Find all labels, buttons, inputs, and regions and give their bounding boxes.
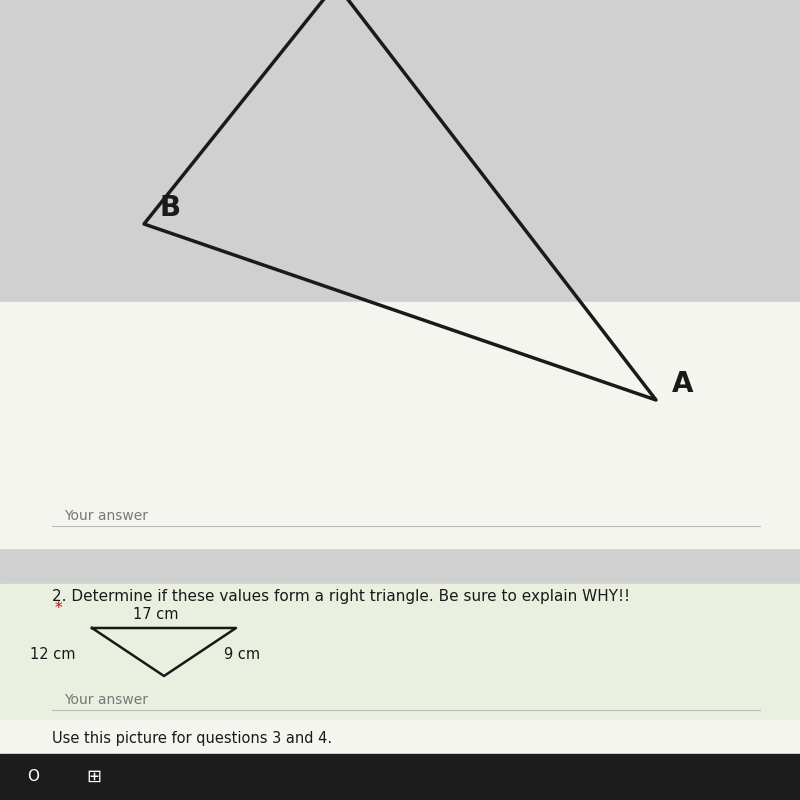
Bar: [0, 0, 800, 508]
Text: 2. Determine if these values form a right triangle. Be sure to explain WHY!!: 2. Determine if these values form a righ…: [52, 589, 630, 603]
Text: A: A: [672, 370, 694, 398]
Text: Your answer: Your answer: [64, 509, 148, 523]
Bar: [0, 726, 800, 754]
Text: 17 cm: 17 cm: [134, 607, 178, 622]
Bar: [0, 726, 800, 754]
Bar: [0, 302, 800, 548]
Bar: [0, 754, 800, 800]
Bar: [0, 548, 800, 584]
Bar: [0, 584, 800, 726]
Text: Use this picture for questions 3 and 4.: Use this picture for questions 3 and 4.: [52, 731, 332, 746]
Text: ⊞: ⊞: [87, 768, 102, 786]
Text: O: O: [27, 770, 40, 784]
Text: *: *: [54, 601, 62, 615]
Text: B: B: [160, 194, 181, 222]
Text: Your answer: Your answer: [64, 693, 148, 707]
Text: 12 cm: 12 cm: [30, 647, 76, 662]
Text: 9 cm: 9 cm: [224, 647, 260, 662]
Bar: [0, 720, 800, 752]
